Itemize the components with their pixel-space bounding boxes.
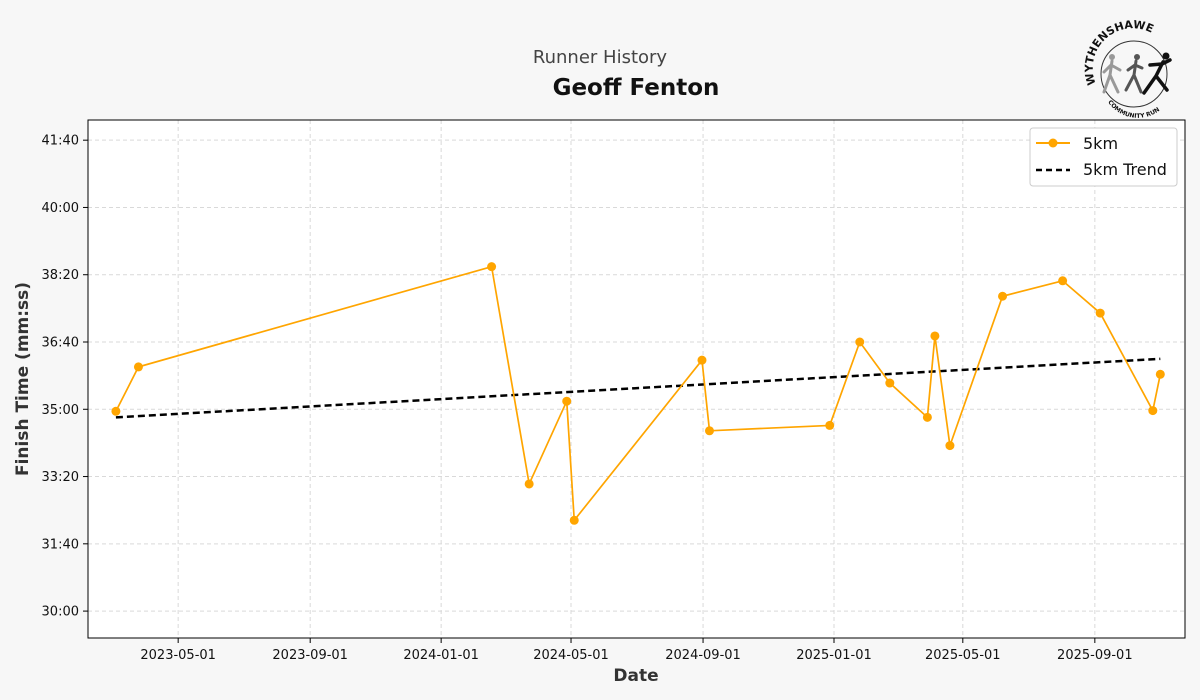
data-point [930,331,940,341]
data-point [111,406,121,416]
data-point [1148,406,1158,416]
trend-line [115,357,1161,419]
data-point [855,337,865,347]
y-tick-label: 40:00 [42,201,79,216]
data-point [524,479,534,489]
y-tick-label: 41:40 [42,134,79,149]
x-tick-label: 2025-05-01 [925,648,1001,663]
legend: 5km 5km Trend [1029,127,1178,187]
data-point [998,291,1008,301]
data-point [1095,308,1105,318]
x-tick-label: 2025-09-01 [1057,648,1133,663]
legend-5km-label: 5km [1083,134,1118,153]
y-tick-label: 30:00 [42,605,79,620]
data-point [487,262,497,272]
data-point [562,396,572,406]
data-point [569,515,579,525]
data-point [704,426,714,436]
x-axis-ticks: 2023-05-01 2023-09-01 2024-01-01 2024-05-01… [140,638,1133,663]
y-tick-label: 36:40 [42,336,79,351]
5km-series [111,262,1165,525]
chart-subtitle: Runner History [533,47,668,68]
data-point [885,378,895,388]
y-tick-label: 38:20 [42,268,79,283]
trend-series [115,357,1161,419]
data-point [1155,369,1165,379]
x-tick-label: 2024-01-01 [403,648,479,663]
chart-title: Geoff Fenton [553,75,720,101]
data-point [922,412,932,422]
logo-top-text: WYTHENSHAWE [1083,18,1156,87]
y-tick-label: 33:20 [42,470,79,485]
data-point [133,362,143,372]
x-tick-label: 2025-01-01 [796,648,872,663]
runner-silhouette-light [1102,54,1122,94]
logo-ring [1100,40,1168,108]
logo-bottom-text: COMMUNITY RUN [1106,99,1161,120]
y-axis-ticks: 30:00 31:40 33:20 35:00 36:40 38:20 40:00 41:40 [42,134,88,620]
x-axis-label: Date [613,666,658,686]
legend-5km-marker [1048,138,1058,148]
runner-silhouette-dark [1142,52,1172,95]
x-tick-label: 2023-05-01 [140,648,216,663]
data-point [945,441,955,451]
data-point [1058,276,1068,286]
plot-area [88,120,1185,638]
x-tick-label: 2024-05-01 [533,648,609,663]
y-tick-label: 31:40 [42,537,79,552]
legend-trend-label: 5km Trend [1083,160,1167,179]
x-tick-label: 2024-09-01 [665,648,741,663]
wythenshawe-logo: WYTHENSHAWE COMMUNITY RUN [1083,18,1172,120]
plot-frame [87,119,1186,639]
x-tick-label: 2023-09-01 [272,648,348,663]
y-axis-label: Finish Time (mm:ss) [13,282,33,476]
data-point [697,355,707,365]
data-point [825,420,835,430]
y-tick-label: 35:00 [42,403,79,418]
runner-silhouette-mid [1124,54,1144,94]
